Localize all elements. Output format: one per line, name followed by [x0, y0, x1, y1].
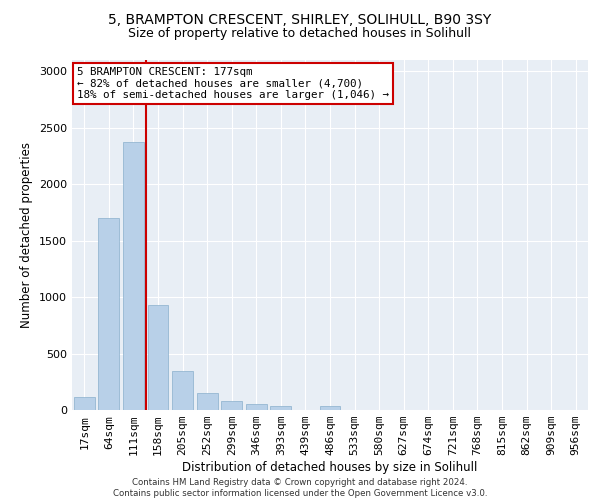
Text: 5, BRAMPTON CRESCENT, SHIRLEY, SOLIHULL, B90 3SY: 5, BRAMPTON CRESCENT, SHIRLEY, SOLIHULL,…: [109, 12, 491, 26]
Bar: [172, 371, 193, 410]
Bar: [271, 406, 292, 410]
Bar: [320, 406, 340, 410]
Y-axis label: Number of detached properties: Number of detached properties: [20, 142, 34, 328]
Bar: [221, 401, 242, 410]
Bar: [98, 218, 119, 410]
Bar: [123, 142, 144, 410]
Bar: [197, 392, 218, 410]
Bar: [74, 397, 95, 410]
Text: Contains HM Land Registry data © Crown copyright and database right 2024.
Contai: Contains HM Land Registry data © Crown c…: [113, 478, 487, 498]
Bar: [148, 305, 169, 410]
Bar: [246, 404, 267, 410]
Text: 5 BRAMPTON CRESCENT: 177sqm
← 82% of detached houses are smaller (4,700)
18% of : 5 BRAMPTON CRESCENT: 177sqm ← 82% of det…: [77, 67, 389, 100]
Text: Size of property relative to detached houses in Solihull: Size of property relative to detached ho…: [128, 28, 472, 40]
X-axis label: Distribution of detached houses by size in Solihull: Distribution of detached houses by size …: [182, 461, 478, 474]
